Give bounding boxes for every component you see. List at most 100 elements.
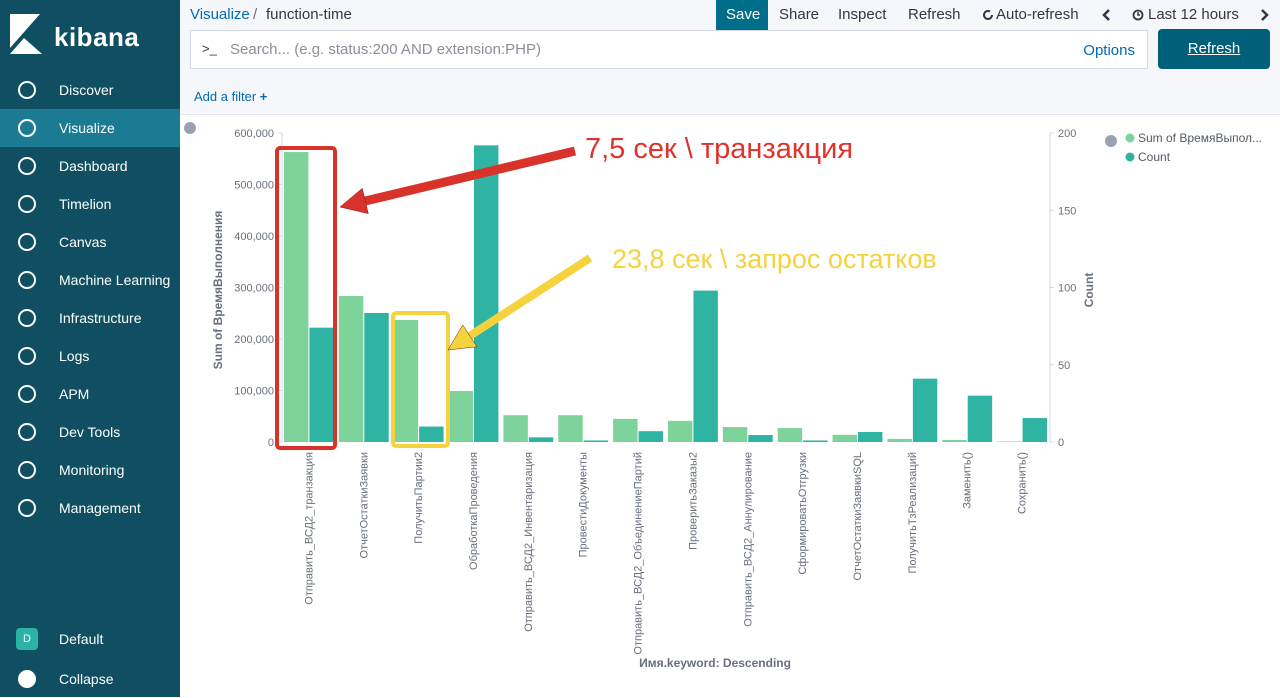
space[interactable]: Default xyxy=(59,631,104,647)
nav-icon xyxy=(18,309,36,327)
x-axis-title: Имя.keyword: Descending xyxy=(639,656,791,670)
x-tick-label: ПолучитьПартии2 xyxy=(413,452,425,544)
x-tick-label: Сохранить() xyxy=(1017,452,1029,514)
x-tick-label: ПолучитьТзРеализаций xyxy=(907,452,919,574)
options[interactable]: Options xyxy=(1083,42,1135,59)
y2-tick-label: 100 xyxy=(1058,283,1076,295)
nav-label: Timelion xyxy=(59,196,112,212)
nav-label: Discover xyxy=(59,82,114,98)
breadcrumb: function-time xyxy=(266,6,352,23)
time-picker[interactable]: Last 12 hours xyxy=(1122,0,1249,30)
nav-label: Visualize xyxy=(59,120,115,136)
nav-item[interactable]: Discover xyxy=(0,71,180,109)
annotation-box xyxy=(275,146,337,450)
x-tick-label: ОтчетОстаткиЗаявкиSQL xyxy=(852,452,864,581)
nav-icon xyxy=(18,461,36,479)
refresh-button[interactable]: Refresh xyxy=(1158,29,1270,69)
nav-item[interactable]: Canvas xyxy=(0,223,180,261)
add-filter[interactable]: Add a filter + xyxy=(194,89,267,104)
collapse-label: Collapse xyxy=(59,671,114,687)
nav-icon xyxy=(18,499,36,517)
bar xyxy=(693,290,718,442)
bar xyxy=(942,439,967,442)
y-tick-label: 600,000 xyxy=(234,128,274,140)
nav-label: Infrastructure xyxy=(59,310,142,326)
annotation-arrowhead xyxy=(447,324,478,351)
next-time[interactable] xyxy=(1260,9,1270,21)
nav-label: APM xyxy=(59,386,90,402)
bar xyxy=(503,415,528,442)
logo-icon xyxy=(10,14,42,54)
nav-icon xyxy=(18,81,36,99)
x-tick-label: Отправить_ВСД2_ОбъединениеПартий xyxy=(633,452,645,655)
x-tick-label: ПровестиДокументы xyxy=(578,452,590,557)
bar xyxy=(338,295,364,442)
nav-label: Dev Tools xyxy=(59,424,121,440)
annotation-box xyxy=(391,311,450,448)
bar xyxy=(558,415,583,442)
legend-label: Sum of ВремяВыпол... xyxy=(1138,131,1262,145)
search-bar[interactable]: >_ Search... (e.g. status:200 AND extens… xyxy=(190,30,1148,69)
y-tick-label: 500,000 xyxy=(234,180,274,192)
bar xyxy=(858,431,883,442)
add-filter-icon: + xyxy=(259,89,268,104)
search-prompt: >_ xyxy=(202,41,217,56)
legend-marker xyxy=(1125,152,1135,162)
nav-item[interactable]: Dashboard xyxy=(0,147,180,185)
nav-item[interactable]: Timelion xyxy=(0,185,180,223)
y2-tick-label: 200 xyxy=(1058,128,1076,140)
space-badge[interactable]: D xyxy=(16,628,38,650)
y2-tick-label: 50 xyxy=(1058,360,1070,372)
legend-toggle[interactable] xyxy=(1105,135,1117,147)
nav-item[interactable]: Machine Learning xyxy=(0,261,180,299)
bar xyxy=(912,378,938,442)
bar xyxy=(1022,418,1047,442)
sidebar: kibana Discover Visualize Dashboard Timelio… xyxy=(0,0,180,697)
toggle-icon[interactable] xyxy=(184,122,196,134)
nav-item[interactable]: Logs xyxy=(0,337,180,375)
annotation-arrowhead xyxy=(339,187,369,214)
share[interactable]: Share xyxy=(779,6,820,23)
x-tick-label: Отправить_ВСД2_транзакция xyxy=(303,452,315,605)
inspect[interactable]: Inspect xyxy=(838,6,887,23)
nav-item[interactable]: Management xyxy=(0,489,180,527)
bar xyxy=(528,437,554,442)
bar xyxy=(887,438,912,442)
nav-icon xyxy=(18,347,36,365)
logo[interactable]: kibana xyxy=(10,14,170,56)
breadcrumb[interactable]: Visualize xyxy=(190,6,250,23)
header: Visualize / function-time Save Share Ins… xyxy=(180,0,1280,115)
prev-time[interactable] xyxy=(1101,9,1111,21)
annotation: 7,5 сек \ транзакция xyxy=(585,133,853,165)
nav-icon xyxy=(18,233,36,251)
clock-icon xyxy=(1132,9,1144,21)
nav-label: Monitoring xyxy=(59,462,125,478)
collapse[interactable]: Collapse xyxy=(0,660,180,698)
x-tick-label: СформироватьОтгрузки xyxy=(797,452,809,575)
nav-item[interactable]: Visualize xyxy=(0,109,180,147)
nav-icon xyxy=(18,271,36,289)
nav-item[interactable]: Dev Tools xyxy=(0,413,180,451)
x-tick-label: ОтчетОстаткиЗаявки xyxy=(358,452,370,558)
nav-item[interactable]: Monitoring xyxy=(0,451,180,489)
auto-refresh[interactable]: Auto-refresh xyxy=(980,0,1089,30)
nav-item[interactable]: APM xyxy=(0,375,180,413)
refresh-menu[interactable]: Refresh xyxy=(908,6,961,23)
chart: Имя.keyword: Descending Sum of ВремяВыпо… xyxy=(184,122,1262,670)
nav-item[interactable]: Infrastructure xyxy=(0,299,180,337)
annotation-arrow xyxy=(467,254,593,340)
y-axis-title: Sum of ВремяВыполнения xyxy=(211,211,225,370)
auto-refresh-icon xyxy=(983,9,993,20)
annotation-arrow xyxy=(364,146,577,206)
bar xyxy=(419,426,444,442)
bar xyxy=(583,440,609,442)
logo-text: kibana xyxy=(54,22,140,52)
y2-tick-label: 0 xyxy=(1058,437,1064,449)
save[interactable]: Save xyxy=(716,0,768,30)
bar xyxy=(448,391,473,442)
y-tick-label: 200,000 xyxy=(234,334,274,346)
y-tick-label: 300,000 xyxy=(234,283,274,295)
bar xyxy=(668,420,693,442)
legend-label: Count xyxy=(1138,150,1171,164)
